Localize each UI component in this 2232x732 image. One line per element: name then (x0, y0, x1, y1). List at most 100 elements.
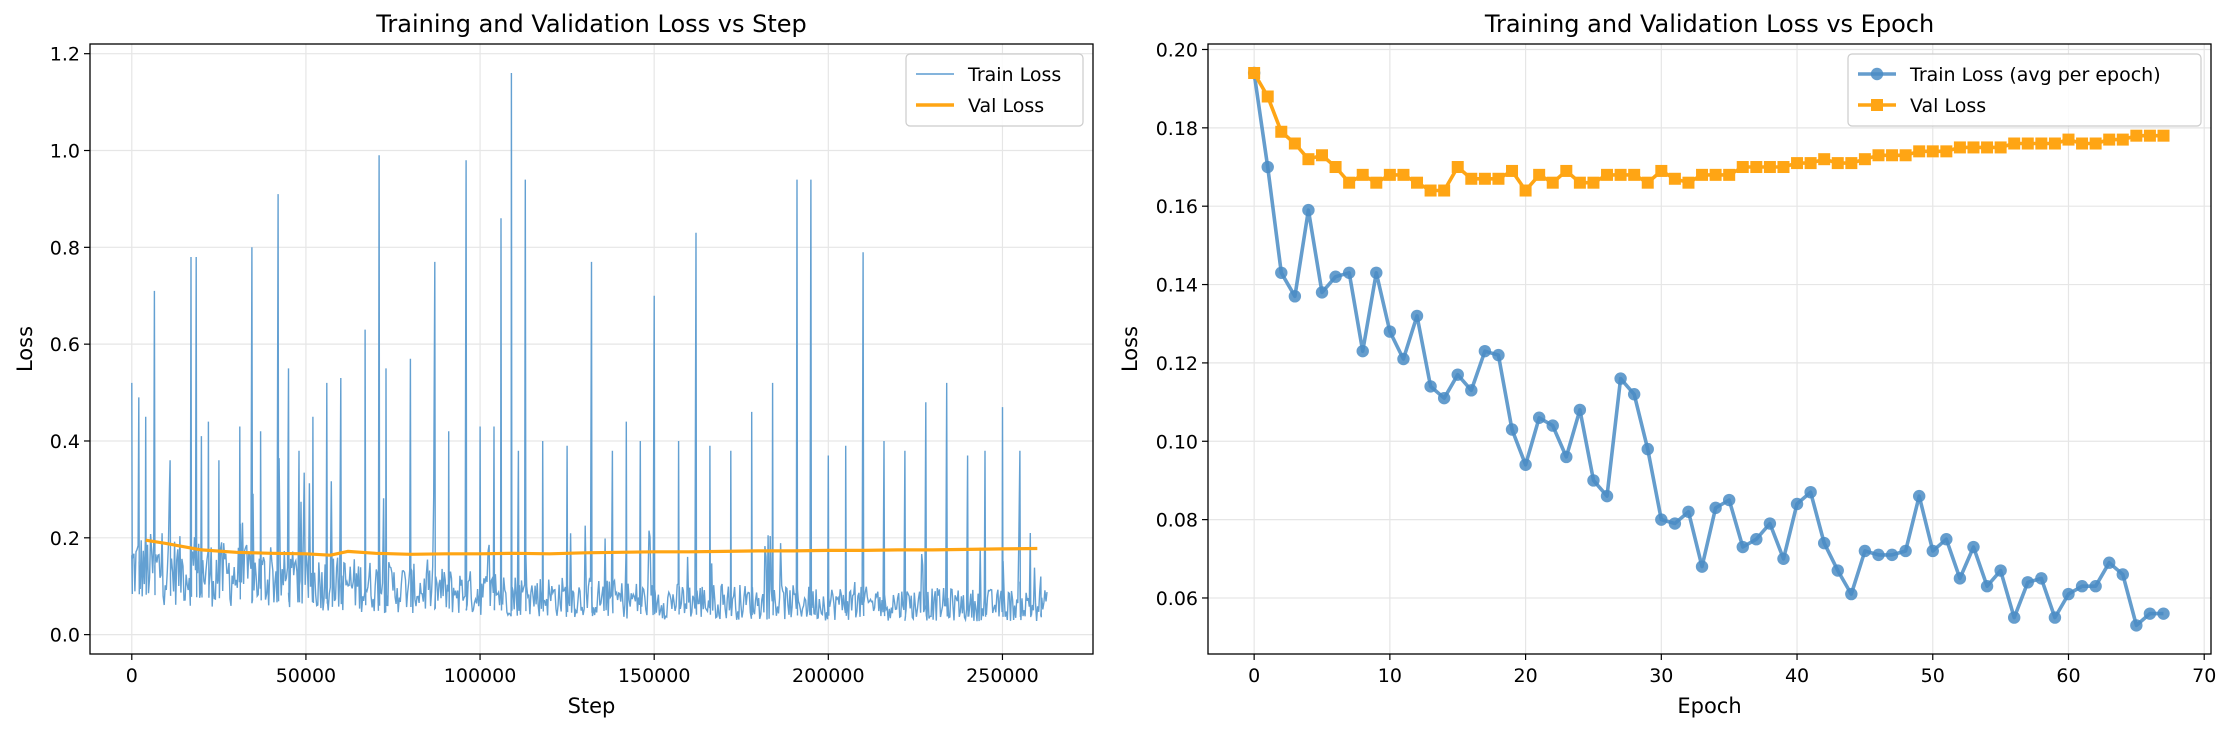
val-loss-point (1736, 161, 1749, 174)
val-loss-point (1261, 90, 1274, 103)
train-loss-point (2157, 607, 2170, 620)
val-loss-point (1899, 149, 1912, 162)
x-tick-label: 60 (2056, 665, 2080, 687)
x-tick-label: 10 (1378, 665, 1402, 687)
val-loss-point (1709, 168, 1722, 181)
train-loss-point (1655, 513, 1668, 526)
val-loss-point (2062, 133, 2075, 146)
legend-box (905, 53, 1084, 127)
train-loss-point (2021, 576, 2034, 589)
chart-title: Training and Validation Loss vs Epoch (1484, 10, 1934, 38)
legend: Train Loss Val Loss (905, 53, 1084, 127)
val-loss-point (1411, 176, 1424, 189)
legend-box (1847, 53, 2202, 127)
train-loss-point (1994, 564, 2007, 577)
x-tick-label: 250000 (966, 665, 1039, 687)
train-loss-point (1437, 391, 1451, 405)
train-loss-point (1926, 544, 1939, 558)
plot-area (131, 72, 1048, 623)
train-loss-point (1519, 458, 1532, 471)
val-loss-point (2076, 137, 2089, 150)
train-loss-point (2008, 611, 2021, 624)
val-loss-point (1953, 141, 1966, 154)
val-loss-point (1533, 168, 1546, 181)
val-loss-point (1926, 145, 1939, 158)
val-loss-point (1465, 172, 1478, 185)
val-loss-point (1383, 168, 1396, 181)
train-loss-point (1410, 309, 1424, 323)
val-loss-point (1682, 176, 1695, 189)
val-loss-point (1492, 172, 1505, 185)
train-loss-point (2089, 580, 2102, 593)
val-loss-point (1329, 161, 1342, 174)
train-loss-point (1560, 450, 1573, 464)
train-loss-point (2035, 572, 2048, 585)
val-loss-point (1356, 168, 1369, 181)
y-tick-label: 0.16 (1156, 196, 1198, 218)
val-loss-point (1628, 168, 1641, 181)
val-loss-point (1397, 168, 1410, 181)
val-loss-point (2130, 129, 2143, 142)
train-loss-point (1695, 560, 1709, 573)
train-loss-point (2062, 587, 2075, 601)
train-loss-point (1465, 384, 1478, 397)
val-loss-point (2089, 137, 2102, 150)
val-loss-point (1750, 161, 1763, 174)
train-loss-point (1614, 372, 1627, 385)
chart-panel-2: 0 10 20 30 40 50 60 70 0.06 0.08 0.10 0.12 0.14 0.16 0… (1118, 10, 2216, 718)
y-tick-label: 0.12 (1156, 353, 1198, 375)
train-loss-point (1356, 344, 1369, 358)
val-loss-point (1451, 161, 1464, 174)
x-tick-label: 20 (1514, 665, 1538, 687)
train-loss-point (1451, 368, 1464, 381)
val-loss-point (1316, 149, 1329, 162)
train-loss-point (1980, 580, 1994, 593)
val-loss-point (1343, 176, 1356, 189)
val-loss-point (2116, 133, 2129, 146)
train-loss-point (1804, 485, 1817, 499)
y-tick-label: 0.08 (1156, 510, 1198, 532)
train-loss-point (2048, 611, 2062, 624)
val-loss-point (1763, 161, 1776, 174)
train-loss-point (1845, 587, 1858, 601)
train-loss-point (1872, 548, 1885, 562)
train-loss-point (1383, 325, 1397, 338)
val-loss-point (1438, 184, 1451, 197)
train-loss-point (2130, 619, 2143, 632)
val-loss-point (1696, 168, 1709, 181)
y-tick-label: 1.2 (50, 44, 80, 66)
train-loss-point (1953, 572, 1967, 585)
train-loss-point (1288, 290, 1302, 303)
legend-item-val-loss: Val Loss (1858, 95, 1986, 117)
val-loss-point (1248, 66, 1261, 79)
train-loss-point (2103, 556, 2116, 569)
legend-marker (1870, 67, 1884, 81)
legend-label: Val Loss (968, 95, 1044, 117)
train-loss-line (1252, 72, 2164, 628)
val-loss-point (1302, 153, 1315, 166)
val-loss-point (1573, 176, 1586, 189)
train-loss-point (1763, 517, 1777, 530)
val-loss-point (1791, 157, 1804, 170)
y-tick-label: 0.06 (1156, 588, 1198, 610)
x-tick-label: 200000 (792, 665, 865, 687)
x-tick-label: 0 (1248, 665, 1260, 687)
train-loss-point (1600, 489, 1614, 503)
x-tick-label: 50 (1921, 665, 1945, 687)
legend-item-train-loss: Train Loss (avg per epoch) (1858, 64, 2161, 86)
train-loss-point (1505, 423, 1519, 436)
val-loss-point (1818, 153, 1831, 166)
train-loss-point (1532, 411, 1546, 424)
y-tick-label: 0.6 (50, 334, 80, 356)
val-loss-point (1994, 141, 2007, 154)
y-tick-label: 0.10 (1156, 431, 1198, 453)
train-loss-line (131, 72, 1048, 623)
val-loss-point (1940, 145, 1953, 158)
legend-label: Train Loss (avg per epoch) (1909, 64, 2161, 86)
val-loss-point (1370, 176, 1383, 189)
train-loss-point (1722, 493, 1736, 507)
val-loss-point (1424, 184, 1437, 197)
val-loss-point (1967, 141, 1980, 154)
train-loss-point (1397, 352, 1410, 366)
train-loss-point (2143, 607, 2157, 620)
